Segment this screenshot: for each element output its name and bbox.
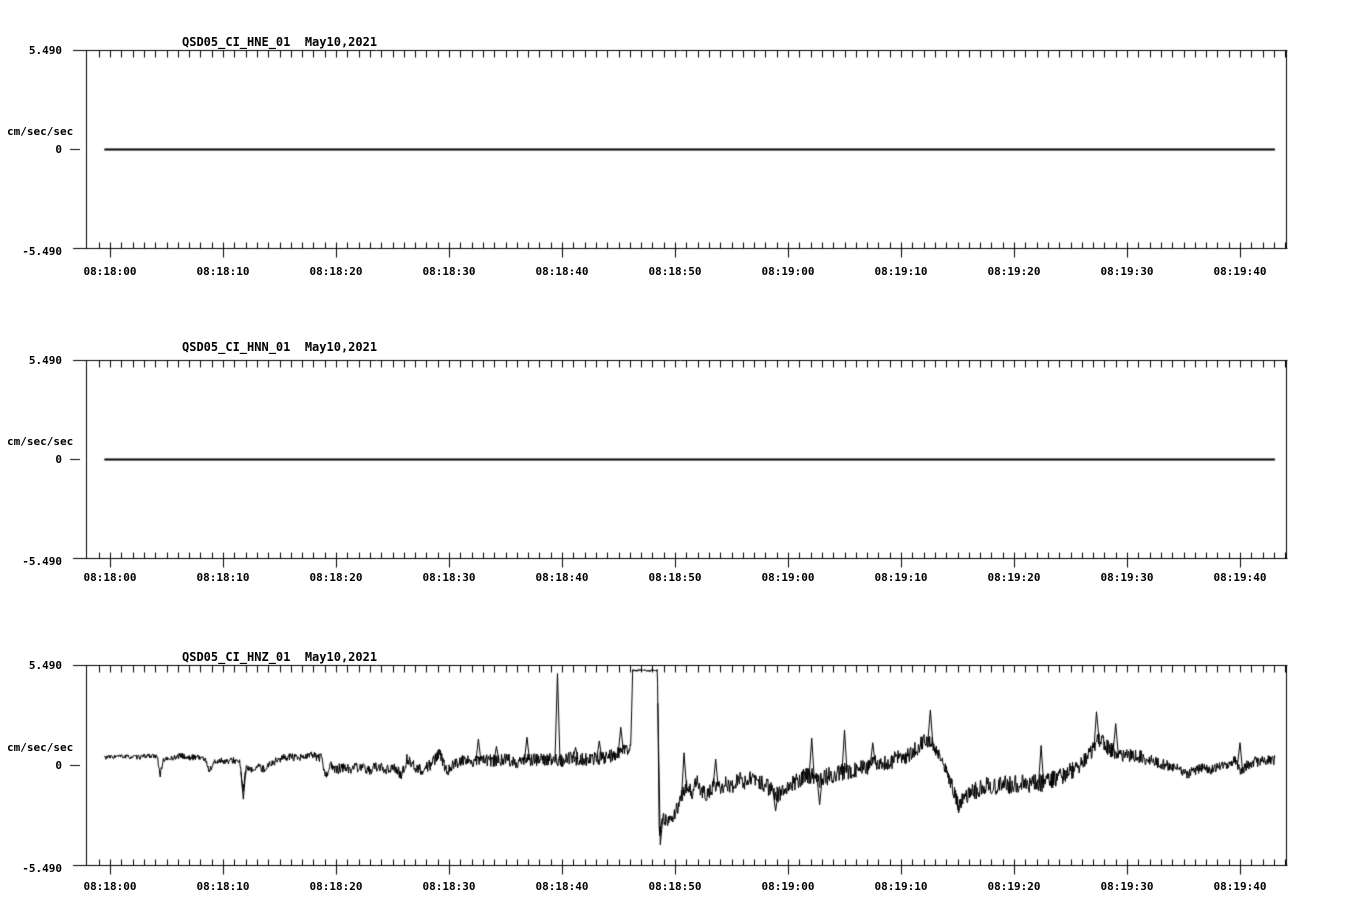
station-channel-label: QSD05_CI_HNN_01 [182,340,291,354]
x-axis-tick-label: 08:18:20 [309,571,363,584]
title-spacer [290,650,304,664]
y-axis-zero-label: 0 [55,143,62,156]
x-axis-tick-label: 08:18:50 [648,571,702,584]
x-axis-tick-label: 08:18:00 [83,880,137,893]
x-axis-tick-label: 08:19:20 [987,265,1041,278]
x-axis-tick-label: 08:19:00 [761,265,815,278]
station-channel-label: QSD05_CI_HNZ_01 [182,650,291,664]
x-axis-tick-label: 08:19:10 [874,265,928,278]
chart-title: QSD05_CI_HNE_01 May10,2021 [182,35,377,49]
title-spacer [290,35,304,49]
y-axis-unit-label: cm/sec/sec [7,125,74,138]
x-axis-tick-label: 08:19:40 [1213,265,1267,278]
y-axis-min-label: -5.490 [22,245,62,258]
x-axis-tick-label: 08:19:10 [874,880,928,893]
y-axis-max-label: 5.490 [28,354,62,367]
x-axis-tick-label: 08:18:00 [83,571,137,584]
y-axis-max-label: 5.490 [28,44,62,57]
date-label: May10,2021 [304,35,378,49]
x-axis-tick-label: 08:19:20 [987,571,1041,584]
x-axis-tick-label: 08:19:30 [1100,880,1154,893]
x-axis-tick-label: 08:18:40 [535,571,589,584]
x-axis-tick-label: 08:19:30 [1100,571,1154,584]
y-axis-max-label: 5.490 [28,659,62,672]
chart-title: QSD05_CI_HNZ_01 May10,2021 [182,650,377,664]
y-axis-unit-label: cm/sec/sec [7,741,74,754]
x-axis-tick-label: 08:18:20 [309,265,363,278]
x-axis-tick-label: 08:19:00 [761,880,815,893]
x-axis-tick-label: 08:19:30 [1100,265,1154,278]
date-label: May10,2021 [304,650,378,664]
x-axis-tick-label: 08:18:00 [83,265,137,278]
x-axis-tick-label: 08:18:30 [422,265,476,278]
x-axis-tick-label: 08:19:40 [1213,880,1267,893]
x-axis-tick-label: 08:19:40 [1213,571,1267,584]
y-axis-min-label: -5.490 [22,862,62,875]
station-channel-label: QSD05_CI_HNE_01 [182,35,291,49]
x-axis-tick-label: 08:18:50 [648,880,702,893]
y-axis-unit-label: cm/sec/sec [7,435,74,448]
date-label: May10,2021 [304,340,378,354]
x-axis-tick-label: 08:18:10 [196,880,250,893]
x-axis-tick-label: 08:19:20 [987,880,1041,893]
x-axis-tick-label: 08:18:10 [196,571,250,584]
y-axis-min-label: -5.490 [22,555,62,568]
y-axis-zero-label: 0 [55,453,62,466]
y-axis-zero-label: 0 [55,759,62,772]
x-axis-tick-label: 08:18:30 [422,880,476,893]
title-spacer [290,340,304,354]
chart-title: QSD05_CI_HNN_01 May10,2021 [182,340,377,354]
x-axis-tick-label: 08:18:40 [535,265,589,278]
x-axis-tick-label: 08:18:20 [309,880,363,893]
x-axis-tick-label: 08:18:10 [196,265,250,278]
x-axis-tick-label: 08:18:30 [422,571,476,584]
x-axis-tick-label: 08:19:00 [761,571,815,584]
x-axis-tick-label: 08:18:50 [648,265,702,278]
x-axis-tick-label: 08:19:10 [874,571,928,584]
x-axis-tick-label: 08:18:40 [535,880,589,893]
